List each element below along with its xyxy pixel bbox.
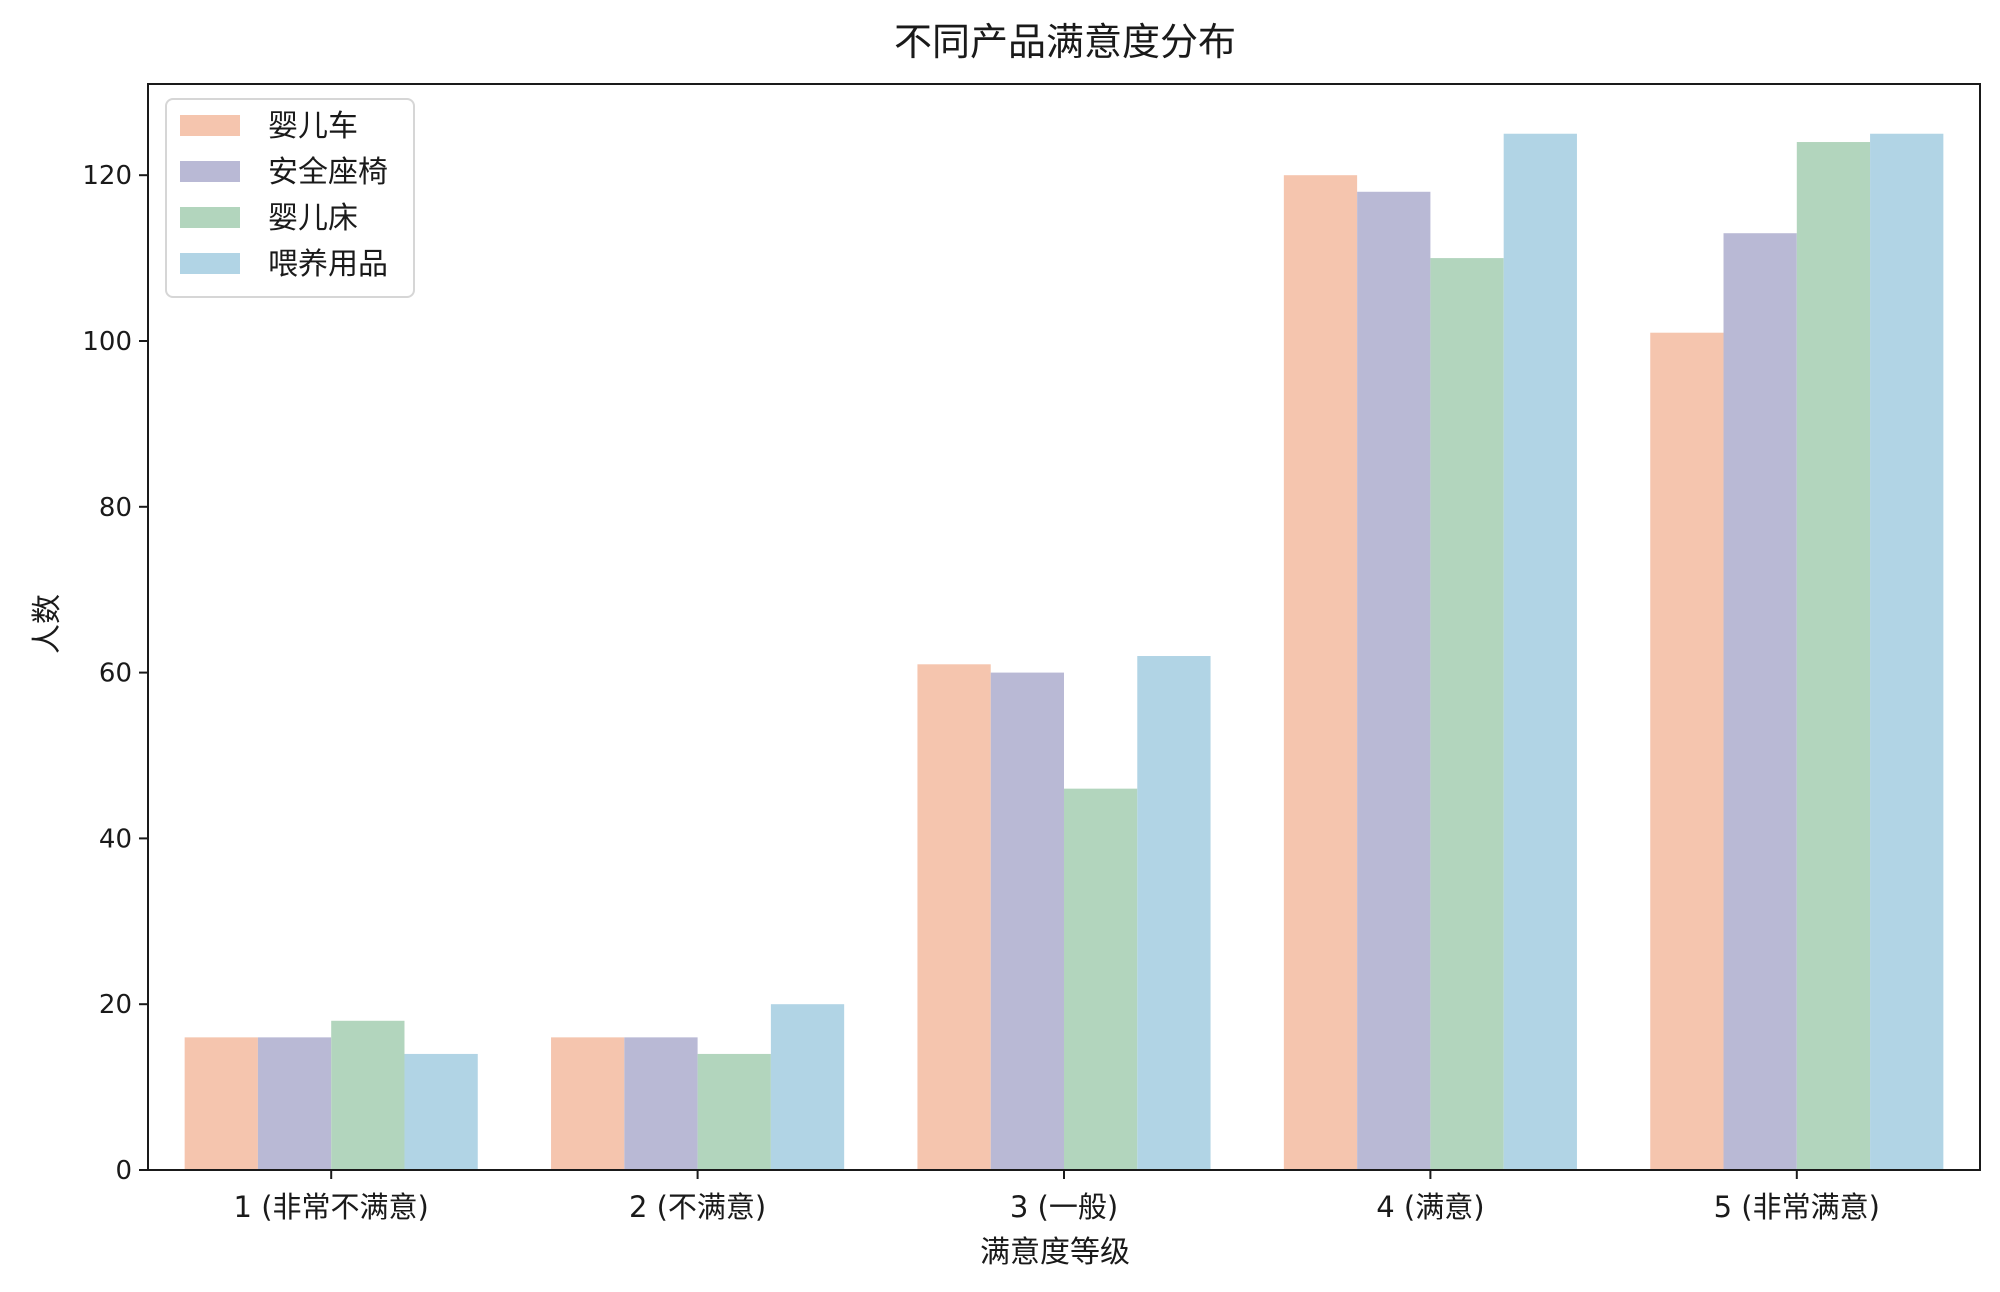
y-tick-label: 20 xyxy=(99,990,132,1020)
x-tick-label: 3 (一般) xyxy=(1010,1190,1118,1224)
x-tick-label: 4 (满意) xyxy=(1376,1190,1484,1224)
x-tick-label: 5 (非常满意) xyxy=(1714,1190,1880,1224)
legend-swatch-0 xyxy=(180,115,240,136)
bar-series-3-category-1 xyxy=(770,1004,845,1170)
bar-series-1-category-4 xyxy=(1723,233,1797,1170)
chart-title: 不同产品满意度分布 xyxy=(894,20,1236,64)
bar-series-2-category-3 xyxy=(1430,258,1504,1170)
y-tick-label: 40 xyxy=(99,824,132,854)
bar-series-0-category-3 xyxy=(1283,175,1358,1170)
bar-series-1-category-3 xyxy=(1357,191,1431,1170)
y-axis-label: 人数 xyxy=(30,594,65,654)
bar-series-1-category-2 xyxy=(990,672,1064,1170)
bars-layer xyxy=(184,133,1944,1171)
legend-label-1: 安全座椅 xyxy=(268,155,388,190)
legend-swatch-2 xyxy=(180,207,240,228)
legend-swatch-3 xyxy=(180,253,240,274)
legend-label-0: 婴儿车 xyxy=(268,109,358,144)
bar-series-3-category-4 xyxy=(1870,133,1944,1170)
legend-label-3: 喂养用品 xyxy=(268,247,388,282)
legend-box xyxy=(165,98,415,298)
x-tick-label: 2 (不满意) xyxy=(629,1190,766,1224)
bar-series-0-category-1 xyxy=(551,1037,625,1170)
y-tick-label: 100 xyxy=(82,327,132,357)
bar-series-1-category-0 xyxy=(257,1037,332,1170)
legend-label-2: 婴儿床 xyxy=(268,201,358,236)
x-tick-label: 1 (非常不满意) xyxy=(234,1190,429,1224)
bar-series-2-category-2 xyxy=(1064,788,1138,1170)
x-axis-label: 满意度等级 xyxy=(980,1235,1130,1270)
y-tick-label: 120 xyxy=(82,161,132,191)
bar-series-0-category-4 xyxy=(1650,332,1724,1171)
y-tick-label: 80 xyxy=(99,493,132,523)
bar-series-3-category-2 xyxy=(1137,656,1211,1170)
bar-series-2-category-4 xyxy=(1796,142,1871,1171)
bar-series-0-category-2 xyxy=(917,664,991,1170)
bar-series-3-category-0 xyxy=(404,1053,478,1170)
y-tick-label: 0 xyxy=(115,1156,132,1186)
y-tick-label: 60 xyxy=(99,659,132,689)
bar-series-2-category-1 xyxy=(697,1053,771,1170)
bar-series-1-category-1 xyxy=(624,1037,698,1170)
bar-series-0-category-0 xyxy=(184,1037,258,1170)
bar-series-2-category-0 xyxy=(331,1020,405,1170)
bar-series-3-category-3 xyxy=(1503,133,1577,1170)
axes-layer: 0 20 40 60 80 100 120 1 (非常不满意) 2 (不满意) 3 (一般) 4 (… xyxy=(82,83,1981,1224)
legend-swatch-1 xyxy=(180,161,240,182)
